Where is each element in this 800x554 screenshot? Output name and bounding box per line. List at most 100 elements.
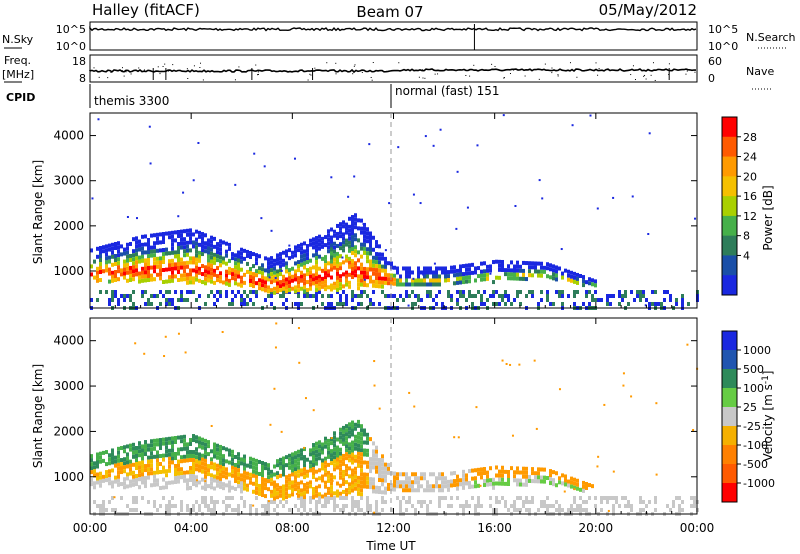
- nsky-line: [89, 26, 697, 32]
- echo-cell: [465, 477, 468, 482]
- echo-cell: [165, 267, 168, 272]
- echo-cell: [459, 482, 462, 487]
- echo-cell: [462, 473, 465, 478]
- echo-cell: [129, 273, 132, 278]
- echo-cell: [129, 471, 132, 476]
- echo-cell: [216, 443, 219, 448]
- noise-cell: [381, 508, 384, 512]
- echo-cell: [327, 285, 330, 290]
- sparse-cell: [330, 437, 333, 440]
- echo-cell: [402, 472, 405, 477]
- noise-cell: [624, 504, 627, 508]
- echo-cell: [504, 268, 507, 273]
- echo-cell: [324, 283, 327, 288]
- echo-cell: [492, 485, 495, 490]
- echo-cell: [99, 455, 102, 460]
- echo-cell: [162, 248, 165, 253]
- echo-cell: [399, 480, 402, 485]
- echo-cell: [123, 247, 126, 252]
- echo-cell: [306, 288, 309, 293]
- echo-cell: [429, 484, 432, 489]
- echo-cell: [444, 476, 447, 481]
- noise-cell: [354, 500, 357, 504]
- noise-cell: [435, 302, 438, 306]
- echo-cell: [219, 259, 222, 264]
- echo-cell: [117, 470, 120, 475]
- echo-cell: [300, 286, 303, 291]
- echo-cell: [159, 272, 162, 277]
- echo-cell: [360, 266, 363, 271]
- echo-cell: [330, 473, 333, 478]
- echo-cell: [192, 232, 195, 237]
- echo-cell: [174, 440, 177, 445]
- echo-cell: [210, 279, 213, 284]
- echo-cell: [189, 485, 192, 490]
- echo-cell: [456, 280, 459, 285]
- noise-cell: [120, 496, 123, 500]
- echo-cell: [312, 475, 315, 480]
- echo-cell: [561, 473, 564, 478]
- echo-cell: [267, 487, 270, 492]
- echo-cell: [360, 254, 363, 259]
- sparse-cell: [501, 359, 504, 362]
- echo-cell: [459, 478, 462, 483]
- echo-cell: [504, 481, 507, 486]
- echo-cell: [120, 252, 123, 257]
- echo-cell: [174, 230, 177, 235]
- echo-cell: [501, 267, 504, 272]
- echo-cell: [261, 263, 264, 268]
- sparse-cell: [184, 351, 187, 354]
- echo-cell: [471, 262, 474, 267]
- noise-cell: [102, 504, 105, 508]
- echo-cell: [276, 471, 279, 476]
- echo-cell: [117, 462, 120, 467]
- echo-cell: [300, 488, 303, 493]
- noise-cell: [180, 500, 183, 504]
- echo-cell: [309, 274, 312, 279]
- colorbar-swatch: [722, 136, 737, 158]
- echo-cell: [564, 482, 567, 487]
- noise-cell: [642, 508, 645, 512]
- echo-cell: [201, 477, 204, 482]
- echo-cell: [297, 457, 300, 462]
- sparse-cell: [293, 157, 296, 160]
- noise-cell: [213, 508, 216, 512]
- noise-cell: [489, 496, 492, 500]
- nave-dot: [125, 71, 127, 73]
- echo-cell: [363, 230, 366, 235]
- noise-cell: [621, 496, 624, 500]
- sparse-cell: [413, 405, 416, 408]
- noise-cell: [441, 302, 444, 306]
- echo-cell: [183, 434, 186, 439]
- echo-cell: [384, 256, 387, 261]
- noise-cell: [114, 290, 117, 294]
- echo-cell: [339, 447, 342, 452]
- echo-cell: [270, 288, 273, 293]
- echo-cell: [171, 440, 174, 445]
- echo-cell: [213, 474, 216, 479]
- echo-cell: [258, 266, 261, 271]
- echo-cell: [477, 274, 480, 279]
- echo-cell: [366, 275, 369, 280]
- echo-cell: [207, 270, 210, 275]
- echo-cell: [207, 238, 210, 243]
- echo-cell: [294, 475, 297, 480]
- echo-cell: [198, 250, 201, 255]
- noise-cell: [324, 504, 327, 508]
- echo-cell: [123, 267, 126, 272]
- echo-cell: [564, 268, 567, 273]
- echo-cell: [285, 249, 288, 254]
- noise-cell: [630, 508, 633, 512]
- echo-cell: [261, 283, 264, 288]
- echo-cell: [282, 258, 285, 263]
- echo-cell: [414, 282, 417, 287]
- echo-cell: [117, 249, 120, 254]
- echo-cell: [141, 480, 144, 485]
- echo-cell: [267, 475, 270, 480]
- echo-cell: [210, 235, 213, 240]
- echo-cell: [444, 274, 447, 279]
- echo-cell: [276, 495, 279, 500]
- sparse-cell: [312, 409, 315, 412]
- nave-dot: [186, 68, 188, 70]
- echo-cell: [234, 486, 237, 491]
